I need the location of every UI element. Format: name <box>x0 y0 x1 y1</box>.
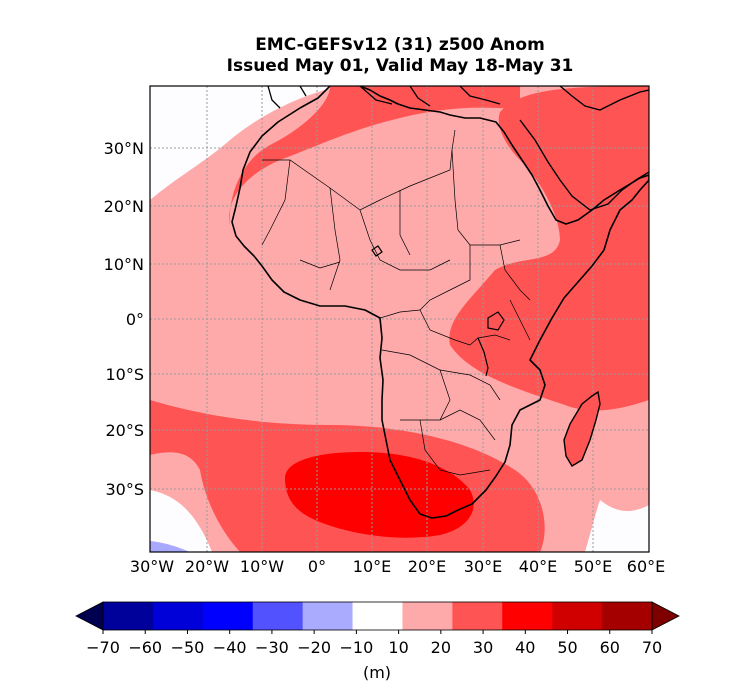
anomaly-negative-south-atlantic <box>150 541 190 552</box>
anomaly-neutral-southeast <box>585 500 649 552</box>
colorbar-segment <box>202 602 254 630</box>
colorbar-tick-label: −10 <box>340 638 374 657</box>
colorbar-segment <box>602 602 653 630</box>
chart-title-line2: Issued May 01, Valid May 18-May 31 <box>226 56 574 76</box>
colorbar-segment <box>402 602 453 630</box>
colorbar-tick-label: −50 <box>171 638 205 657</box>
colorbar-tick-label: 40 <box>515 638 535 657</box>
lat-label: 10°S <box>105 365 144 384</box>
colorbar-segment <box>152 602 204 630</box>
colorbar-tick-label: 20 <box>431 638 451 657</box>
colorbar-unit-label: (m) <box>363 663 391 682</box>
colorbar-extend-low <box>75 601 104 631</box>
colorbar-tick-label: 30 <box>473 638 493 657</box>
anomaly-neutral-north-atlantic <box>150 86 340 200</box>
colorbar-extend-high <box>651 601 680 631</box>
arabian-peninsula-coastline <box>519 86 649 211</box>
lon-label: 40°E <box>519 557 557 576</box>
lat-label: 0° <box>126 310 144 329</box>
lon-label: 20°W <box>185 557 229 576</box>
anomaly-20-30-east-africa <box>449 86 649 411</box>
lon-label: 50°E <box>574 557 612 576</box>
lon-tick-labels: 30°W 20°W 10°W 0° 10°E 20°E 30°E 40°E 50… <box>130 557 665 576</box>
colorbar-segment <box>103 602 154 630</box>
lon-label: 30°E <box>464 557 502 576</box>
lon-label: 0° <box>308 557 326 576</box>
lat-label: 10°N <box>104 255 144 274</box>
lat-label: 30°S <box>105 480 144 499</box>
madagascar-coastline <box>563 390 601 467</box>
lon-label: 20°E <box>408 557 446 576</box>
colorbar-tick-label: −20 <box>297 638 331 657</box>
colorbar-segment <box>502 602 553 630</box>
lon-label: 10°W <box>240 557 284 576</box>
colorbar-tick-label: 70 <box>642 638 662 657</box>
lake-victoria <box>487 311 505 331</box>
colorbar-tick-label: −30 <box>255 638 289 657</box>
lon-label: 60°E <box>627 557 665 576</box>
anomaly-neutral-south-atlantic <box>150 490 212 552</box>
colorbar-segment <box>452 602 503 630</box>
colorbar: −70 −60 −50 −40 −30 −20 −10 10 20 30 40 50 60 70 <box>75 601 680 657</box>
chart-title-line1: EMC-GEFSv12 (31) z500 Anom <box>255 35 545 55</box>
anomaly-20-30-sahara <box>229 86 520 225</box>
colorbar-segment <box>352 602 403 630</box>
lat-label: 20°S <box>105 421 144 440</box>
lon-label: 30°W <box>130 557 174 576</box>
lat-label: 30°N <box>104 139 144 158</box>
colorbar-tick-label: 60 <box>600 638 620 657</box>
country-borders <box>261 129 531 476</box>
gridlines <box>150 86 649 552</box>
colorbar-tick-label: −70 <box>86 638 120 657</box>
lat-tick-labels: 30°N 20°N 10°N 0° 10°S 20°S 30°S <box>104 139 144 499</box>
colorbar-tick-label: −60 <box>128 638 162 657</box>
colorbar-segment <box>302 602 354 630</box>
lat-label: 20°N <box>104 197 144 216</box>
colorbar-frame <box>102 601 653 631</box>
colorbar-tick-label: −40 <box>213 638 247 657</box>
colorbar-segment <box>252 602 304 630</box>
colorbar-tick-label: 10 <box>388 638 408 657</box>
europe-coastline <box>267 86 501 109</box>
lake-tanganyika <box>477 337 489 377</box>
colorbar-tick-label: 50 <box>557 638 577 657</box>
africa-coastline <box>231 86 649 519</box>
colorbar-segment <box>552 602 603 630</box>
lake-chad <box>371 245 383 257</box>
map-frame <box>149 85 650 553</box>
lon-label: 10°E <box>353 557 391 576</box>
map-panel <box>150 86 649 552</box>
